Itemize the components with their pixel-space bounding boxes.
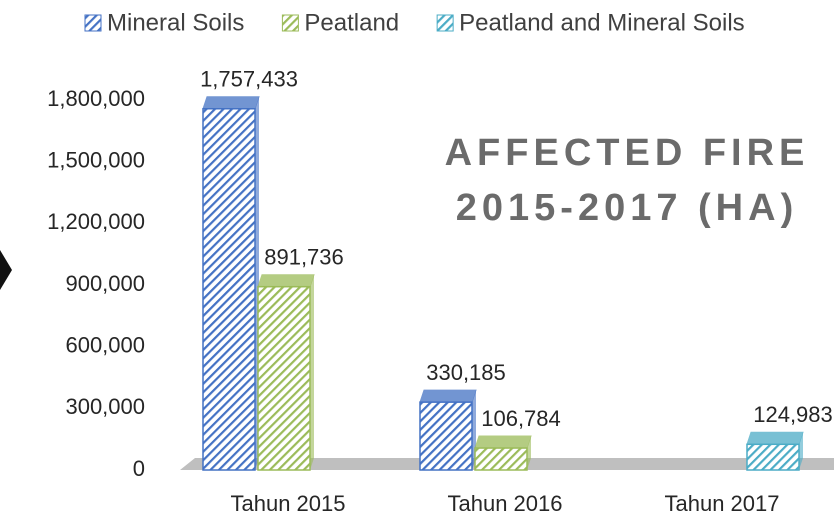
y-tick-label: 900,000 — [65, 271, 145, 296]
y-tick-label: 1,500,000 — [47, 147, 145, 172]
bar-top — [474, 435, 532, 449]
legend-label: Peatland — [304, 9, 399, 36]
bar — [202, 107, 256, 471]
bar — [746, 443, 800, 471]
legend-label: Peatland and Mineral Soils — [459, 9, 745, 36]
bar — [419, 401, 473, 471]
bar — [474, 447, 528, 471]
value-label: 1,757,433 — [200, 67, 298, 92]
bar-top — [746, 431, 804, 445]
x-tick-label: Tahun 2017 — [665, 491, 780, 516]
legend-swatch — [84, 14, 102, 32]
chart-title: 2015-2017 (HA) — [456, 187, 798, 229]
legend-swatch — [436, 14, 454, 32]
bar-side — [310, 274, 314, 470]
value-label: 106,784 — [481, 406, 561, 431]
legend-label: Mineral Soils — [107, 9, 244, 36]
chart-title: AFFECTED FIRE — [445, 132, 810, 174]
x-tick-label: Tahun 2015 — [231, 491, 346, 516]
y-tick-label: 1,800,000 — [47, 86, 145, 111]
value-label: 330,185 — [426, 360, 506, 385]
edge-arrow — [0, 250, 12, 290]
value-label: 891,736 — [264, 245, 344, 270]
x-tick-label: Tahun 2016 — [448, 491, 563, 516]
bar — [257, 285, 311, 471]
bar-top — [257, 274, 315, 288]
y-tick-label: 600,000 — [65, 332, 145, 357]
y-tick-label: 1,200,000 — [47, 209, 145, 234]
bar-top — [419, 389, 477, 403]
y-tick-label: 0 — [133, 456, 145, 481]
legend-swatch — [281, 14, 299, 32]
y-tick-label: 300,000 — [65, 394, 145, 419]
value-label: 124,983 — [753, 402, 833, 427]
bar-top — [202, 96, 260, 110]
bar-side — [527, 436, 531, 470]
